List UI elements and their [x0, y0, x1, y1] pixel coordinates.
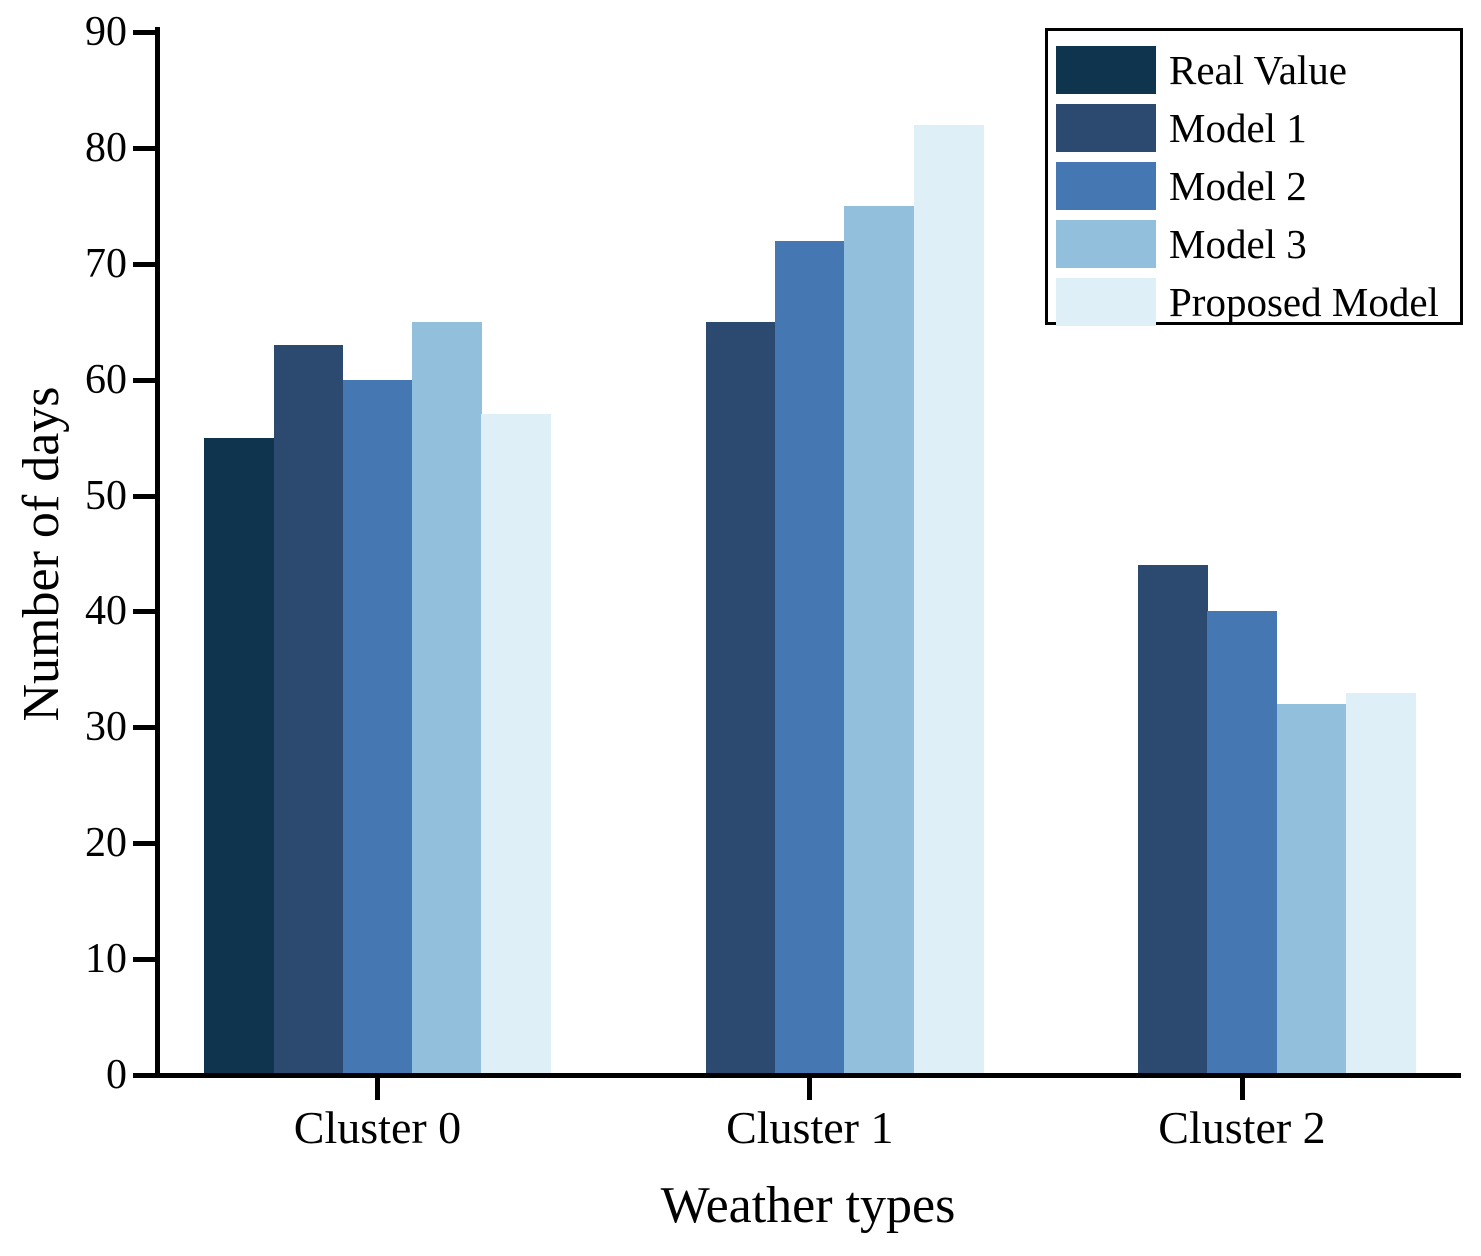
y-tick-mark — [133, 957, 155, 963]
legend-label: Proposed Model — [1169, 279, 1439, 325]
legend-swatch — [1056, 278, 1156, 326]
y-tick-label: 70 — [85, 240, 127, 287]
legend-swatch — [1056, 162, 1156, 210]
y-tick-label: 20 — [85, 820, 127, 867]
y-tick-label: 90 — [85, 9, 127, 55]
y-tick-mark — [133, 609, 155, 615]
x-tick-label: Cluster 0 — [293, 1102, 462, 1153]
x-tick-label: Cluster 2 — [1158, 1102, 1326, 1153]
legend-item-real-value: Real Value — [1056, 41, 1452, 99]
bar-model-2-cluster-0 — [342, 379, 413, 1075]
bar-model-2-cluster-2 — [1207, 611, 1278, 1075]
y-tick-mark — [133, 145, 155, 151]
x-tick-label: Cluster 1 — [726, 1102, 894, 1153]
y-tick-label: 60 — [85, 356, 127, 403]
legend-item-model-1: Model 1 — [1056, 99, 1452, 157]
legend-label: Model 3 — [1169, 221, 1307, 267]
bar-model-2-cluster-1 — [775, 240, 845, 1075]
y-tick-label: 0 — [106, 1052, 127, 1098]
bar-model-3-cluster-1 — [844, 205, 915, 1075]
y-tick-label: 10 — [85, 936, 127, 983]
y-tick-label: 30 — [85, 704, 127, 751]
legend-item-model-2: Model 2 — [1056, 157, 1452, 215]
bar-model-3-cluster-2 — [1276, 704, 1347, 1075]
x-tick-mark — [1239, 1078, 1245, 1100]
y-tick-mark — [133, 725, 155, 731]
bar-real-value-cluster-0 — [204, 437, 275, 1075]
x-axis-title: Weather types — [660, 1177, 956, 1234]
y-tick-mark — [133, 493, 155, 499]
legend-label: Model 1 — [1169, 105, 1307, 151]
y-tick-label: 40 — [85, 588, 127, 635]
y-tick-mark — [133, 377, 155, 383]
y-tick-mark — [133, 261, 155, 267]
legend-swatch — [1056, 104, 1156, 152]
legend-swatch — [1056, 220, 1156, 268]
y-tick-mark — [133, 30, 155, 35]
y-axis-line — [155, 27, 160, 1078]
bar-model-1-cluster-2 — [1138, 565, 1208, 1075]
legend-item-model-3: Model 3 — [1056, 215, 1452, 273]
bar-proposed-model-cluster-0 — [481, 414, 552, 1075]
legend: Real Value Model 1 Model 2 Model 3 Proposed … — [1045, 28, 1463, 326]
bar-proposed-model-cluster-1 — [913, 124, 984, 1075]
legend-label: Model 2 — [1169, 163, 1307, 209]
legend-label: Real Value — [1169, 47, 1347, 93]
bar-proposed-model-cluster-2 — [1345, 692, 1416, 1075]
y-axis-title: Number of days — [13, 385, 70, 722]
x-tick-mark — [375, 1078, 380, 1100]
bar-model-3-cluster-0 — [412, 321, 482, 1075]
legend-item-proposed-model: Proposed Model — [1056, 273, 1452, 331]
bar-model-1-cluster-0 — [273, 344, 344, 1075]
y-tick-mark — [133, 841, 155, 847]
bar-model-1-cluster-1 — [705, 321, 776, 1075]
y-tick-label: 80 — [85, 124, 127, 171]
y-tick-label: 50 — [85, 472, 127, 519]
x-axis-line — [143, 1073, 1461, 1078]
x-tick-mark — [807, 1078, 813, 1100]
legend-swatch — [1056, 46, 1156, 94]
